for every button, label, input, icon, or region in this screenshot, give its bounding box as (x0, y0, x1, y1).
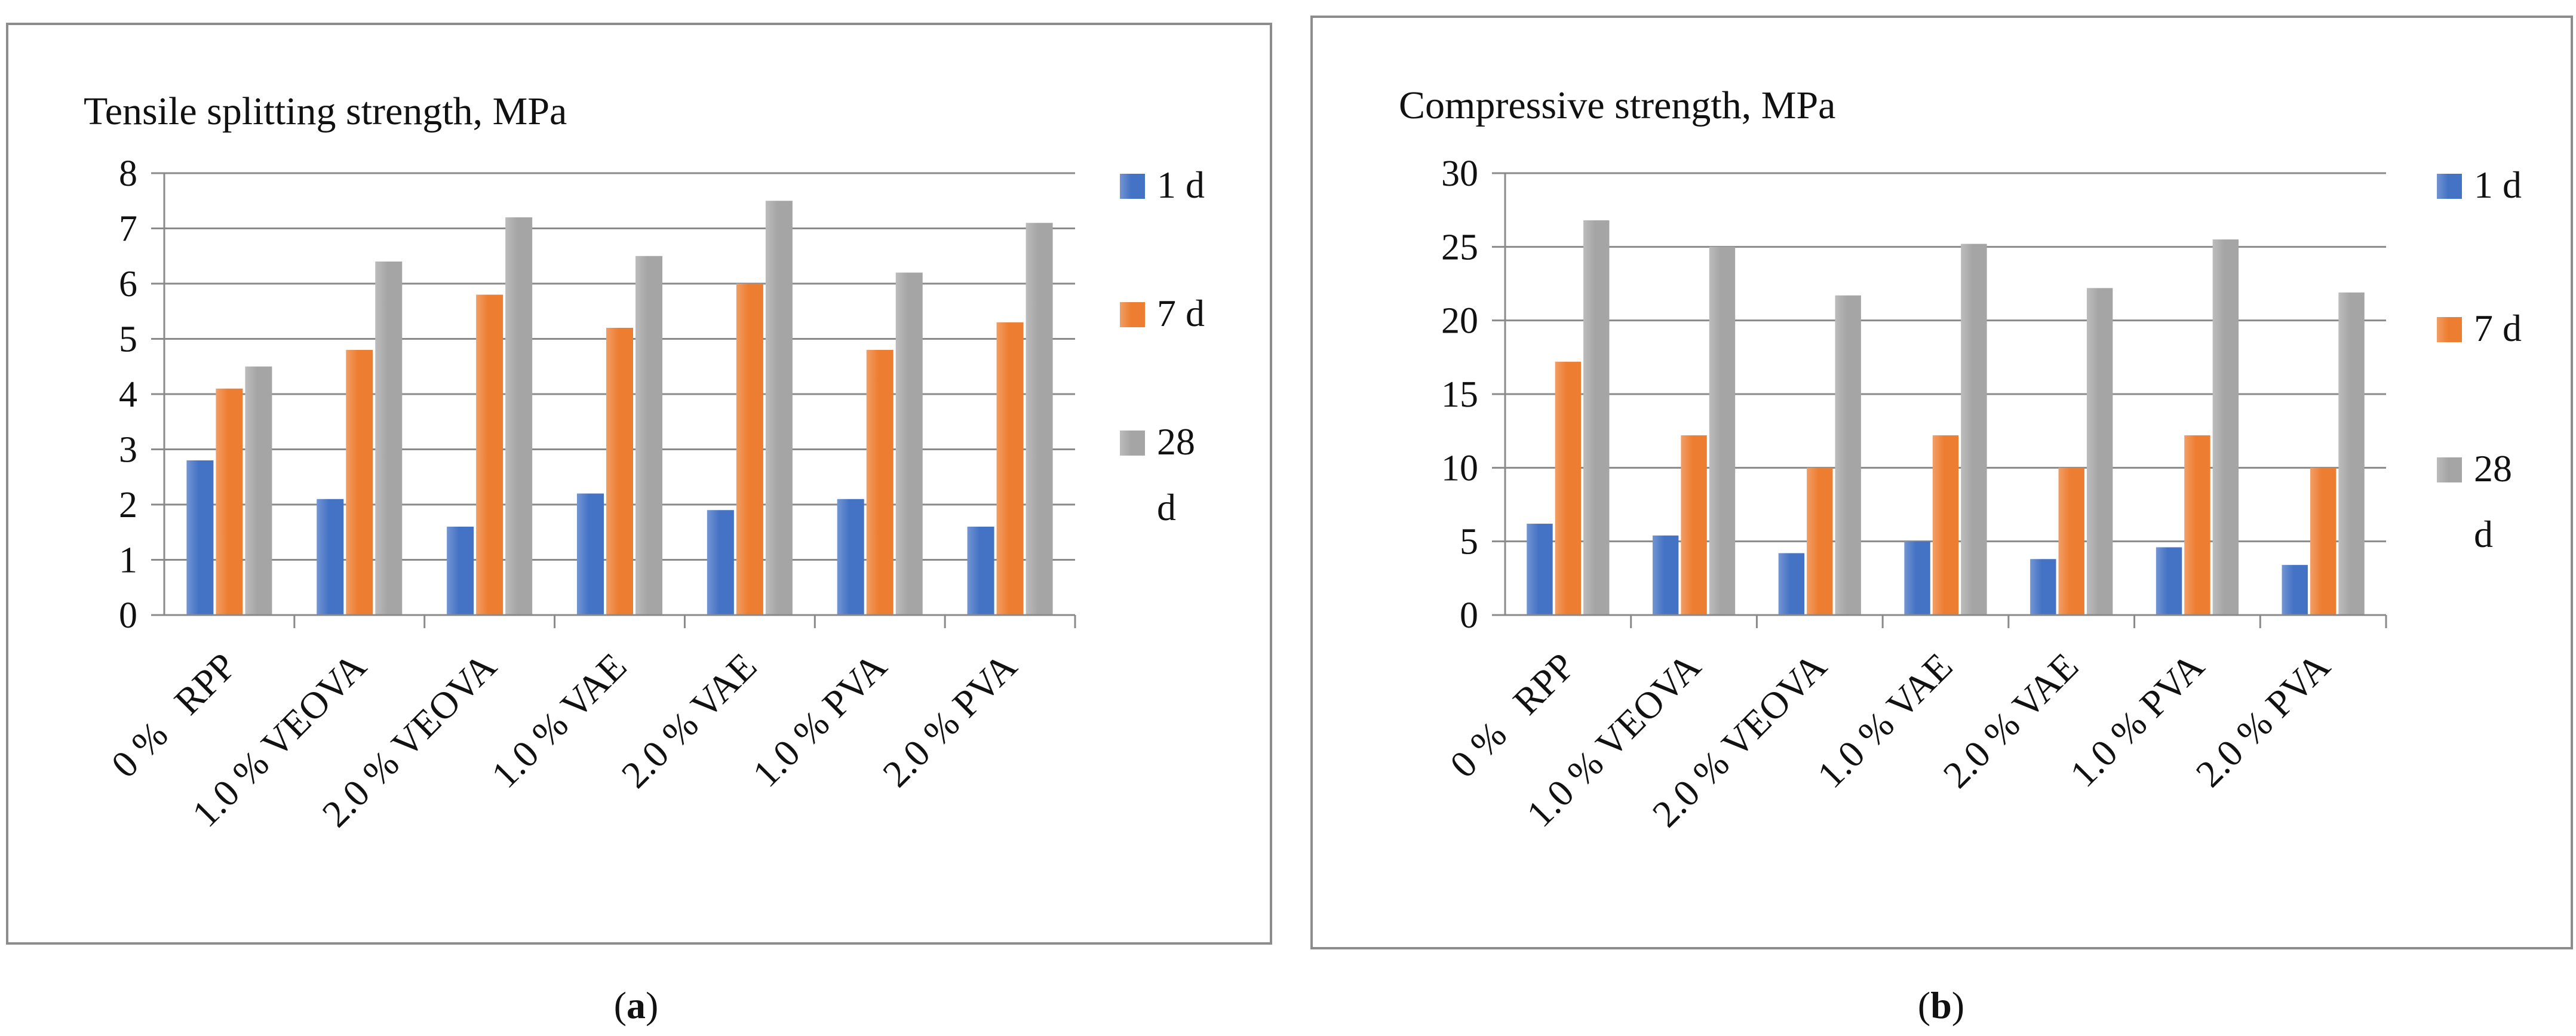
legend-b: 1 d 7 d 28 d (2437, 164, 2522, 555)
bar-a-28d-2 (375, 262, 403, 615)
svg-text:(a): (a) (614, 984, 659, 1026)
bar-a-1d-2 (317, 499, 344, 615)
y-tick-label: 10 (1441, 448, 1478, 488)
legend-swatch-1d (2437, 174, 2462, 199)
bar-a-7d-6 (866, 350, 894, 615)
bar-a-7d-2 (346, 350, 373, 615)
bar-a-1d-4 (576, 493, 604, 615)
y-tick-label: 0 (119, 595, 137, 636)
legend-label-7d: 7 d (1157, 292, 1205, 334)
bar-b-7d-7 (2310, 468, 2336, 615)
y-tick-label: 5 (119, 319, 137, 360)
bar-b-1d-3 (1778, 553, 1805, 615)
bar-b-28d-7 (2338, 292, 2365, 615)
bar-a-28d-1 (245, 366, 272, 615)
bar-b-1d-2 (1652, 535, 1679, 615)
y-tick-label: 1 (119, 540, 137, 581)
bar-a-7d-4 (606, 328, 634, 615)
chart-title-a: Tensile splitting strength, MPa (84, 90, 567, 133)
y-tick-label: 8 (119, 153, 137, 194)
legend-swatch-28d (1120, 431, 1145, 456)
caption-letter-a: a (627, 984, 646, 1026)
legend-label-28d: 28 d (1157, 420, 1195, 528)
bar-b-28d-3 (1835, 295, 1861, 615)
bar-a-7d-7 (996, 322, 1024, 615)
y-tick-label: 5 (1460, 522, 1478, 562)
bar-b-28d-1 (1583, 220, 1610, 615)
chart-panel-a: Tensile splitting strength, MPa 0 1 2 3 4 5 6 7… (6, 23, 1272, 1026)
axes-a (151, 172, 1076, 628)
legend-swatch-7d (2437, 317, 2462, 342)
y-tick-label: 15 (1441, 374, 1478, 415)
y-tick-label: 7 (119, 209, 137, 250)
caption-a: (a) (614, 984, 659, 1026)
bar-b-1d-1 (1527, 524, 1553, 615)
y-tick-label: 25 (1441, 227, 1478, 268)
bar-a-1d-6 (837, 499, 864, 615)
y-tick-label: 2 (119, 485, 137, 525)
bar-a-1d-5 (707, 510, 734, 615)
legend-a: 1 d 7 d 28 d (1120, 164, 1205, 528)
bar-b-28d-6 (2212, 239, 2239, 615)
legend-swatch-28d (2437, 457, 2462, 482)
bar-a-28d-6 (895, 272, 923, 615)
legend-swatch-1d (1120, 174, 1145, 199)
bar-a-28d-3 (505, 217, 533, 615)
legend-label-1d: 1 d (2474, 164, 2522, 206)
bar-b-7d-1 (1555, 361, 1582, 615)
bar-b-7d-2 (1681, 435, 1707, 615)
legend-label-28d: 28 d (2474, 447, 2512, 555)
y-tick-label: 0 (1460, 595, 1478, 636)
bar-b-7d-4 (1932, 435, 1959, 615)
bars-b (1527, 220, 2365, 615)
bar-a-28d-5 (765, 201, 793, 615)
y-tick-label: 6 (119, 264, 137, 305)
y-tick-label: 4 (119, 374, 137, 415)
chart-panel-b: Compressive strength, MPa 0 5 10 15 20 25 30 0… (1310, 16, 2573, 1026)
bar-b-1d-5 (2030, 559, 2056, 615)
bar-a-7d-3 (476, 294, 503, 615)
bar-b-7d-5 (2058, 468, 2084, 615)
bar-b-28d-2 (1709, 247, 1736, 615)
bar-a-1d-7 (967, 527, 994, 615)
bar-b-1d-7 (2282, 565, 2308, 615)
y-tick-label: 30 (1441, 153, 1478, 194)
bar-b-7d-3 (1807, 468, 1833, 615)
bar-b-28d-5 (2086, 288, 2113, 615)
legend-swatch-7d (1120, 302, 1145, 327)
bar-b-1d-6 (2156, 547, 2182, 615)
svg-text:(b): (b) (1918, 984, 1964, 1026)
bar-b-1d-4 (1904, 541, 1930, 615)
bar-a-28d-7 (1026, 223, 1053, 615)
legend-label-7d: 7 d (2474, 307, 2522, 349)
bar-b-28d-4 (1961, 244, 1987, 615)
bar-a-7d-1 (216, 388, 243, 615)
bar-a-7d-5 (736, 284, 763, 615)
bar-b-7d-6 (2184, 435, 2210, 615)
y-tick-label: 3 (119, 430, 137, 471)
y-tick-labels-a: 0 1 2 3 4 5 6 7 8 (119, 153, 137, 636)
caption-letter-b: b (1930, 984, 1952, 1026)
chart-title-b: Compressive strength, MPa (1399, 84, 1835, 127)
legend-label-1d: 1 d (1157, 164, 1205, 206)
bar-a-1d-3 (447, 527, 474, 615)
y-tick-labels-b: 0 5 10 15 20 25 30 (1441, 153, 1478, 636)
caption-b: (b) (1918, 984, 1964, 1026)
bar-a-1d-1 (186, 460, 214, 615)
bars-a (186, 201, 1053, 615)
bar-a-28d-4 (635, 256, 663, 615)
y-tick-label: 20 (1441, 301, 1478, 342)
axes-b (1492, 172, 2387, 628)
